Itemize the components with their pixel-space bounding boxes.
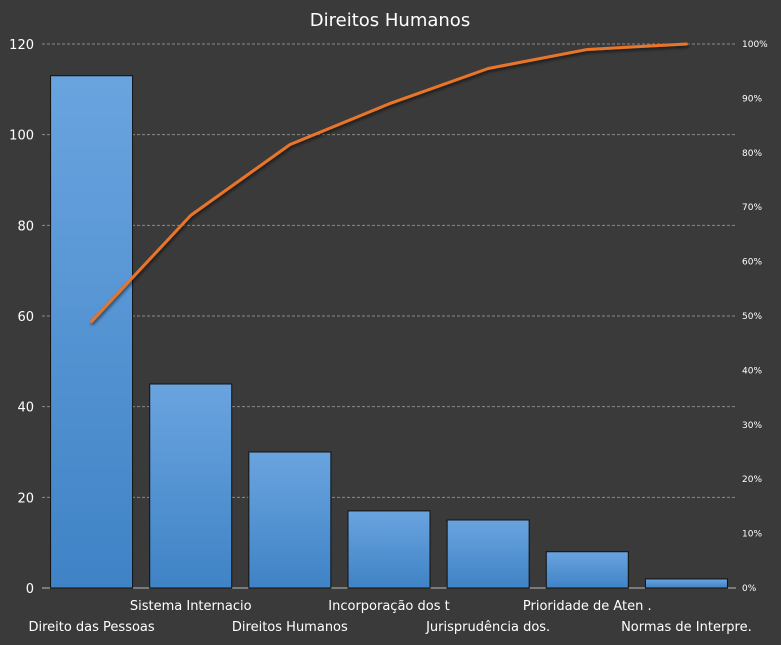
bar [149,383,233,589]
x-tick-label: Sistema Internacio [130,599,252,614]
y2-tick-label: 40% [742,366,762,376]
chart-title: Direitos Humanos [310,10,470,31]
y2-tick-label: 100% [742,40,768,50]
y-tick-label: 80 [17,219,34,234]
y-axis-right: 0% 10% 20% 30% 40% 50% 60% 70% 80% 90% 100% [742,40,768,594]
cumulative-percent-line [90,42,688,323]
y2-tick-label: 80% [742,149,762,159]
y-tick-label: 20 [17,491,34,506]
y-tick-label: 40 [17,401,34,416]
x-tick-label: Prioridade de Aten . [523,599,652,614]
gridlines [42,43,736,589]
y-axis-left: 0 20 40 60 80 100 120 [9,38,34,597]
bar [347,510,431,589]
x-axis: Direito das Pessoas Sistema Internacio Dir… [28,599,751,635]
y2-tick-label: 10% [742,530,762,540]
bar [545,551,629,589]
bar [50,75,134,589]
x-tick-label: Direitos Humanos [232,620,348,635]
cumulative-line [90,42,688,323]
x-tick-label: Direito das Pessoas [28,620,154,635]
x-tick-label: Jurisprudência dos. [425,620,550,635]
y-tick-label: 60 [17,310,34,325]
y2-tick-label: 0% [742,584,757,594]
bar [446,519,530,589]
y-tick-label: 100 [9,129,34,144]
x-tick-label: Incorporação dos t [328,599,449,614]
y-tick-label: 120 [9,38,34,53]
x-tick-label: Normas de Interpre. [621,620,752,635]
y2-tick-label: 60% [742,258,762,268]
bar [644,578,728,589]
y2-tick-label: 50% [742,312,762,322]
y2-tick-label: 70% [742,203,762,213]
y2-tick-label: 20% [742,475,762,485]
y2-tick-label: 30% [742,421,762,431]
bar [248,451,332,589]
bars [50,75,728,589]
y2-tick-label: 90% [742,94,762,104]
y-tick-label: 0 [26,582,34,597]
